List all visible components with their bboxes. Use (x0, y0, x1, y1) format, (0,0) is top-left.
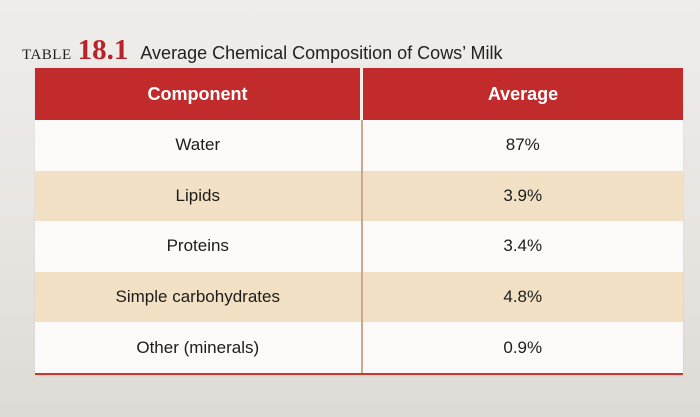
cell-component: Other (minerals) (35, 322, 363, 373)
table-row: Other (minerals) 0.9% (35, 322, 683, 373)
cell-average: 4.8% (361, 271, 683, 323)
cell-component: Proteins (35, 221, 363, 272)
cell-average: 3.9% (361, 170, 683, 222)
cell-component: Simple carbohydrates (35, 271, 363, 323)
table-number: 18.1 (77, 34, 129, 66)
cell-average: 0.9% (361, 322, 683, 373)
table-label: TABLE (22, 47, 72, 63)
table-row: Proteins 3.4% (35, 221, 683, 272)
cell-average: 3.4% (361, 221, 683, 272)
cell-component: Water (35, 120, 363, 171)
header-component: Component (35, 68, 363, 120)
header-average: Average (361, 68, 683, 120)
table-row: Lipids 3.9% (35, 170, 683, 222)
cell-component: Lipids (35, 170, 363, 222)
table-caption: TABLE 18.1 Average Chemical Composition … (22, 34, 503, 68)
header-row: Component Average (35, 68, 683, 120)
composition-table: Component Average Water 87% Lipids 3.9% … (35, 68, 683, 375)
data-table: Component Average Water 87% Lipids 3.9% … (35, 68, 683, 373)
table-row: Simple carbohydrates 4.8% (35, 271, 683, 323)
cell-average: 87% (361, 120, 683, 171)
table-title: Average Chemical Composition of Cows’ Mi… (140, 43, 503, 63)
table-row: Water 87% (35, 120, 683, 171)
